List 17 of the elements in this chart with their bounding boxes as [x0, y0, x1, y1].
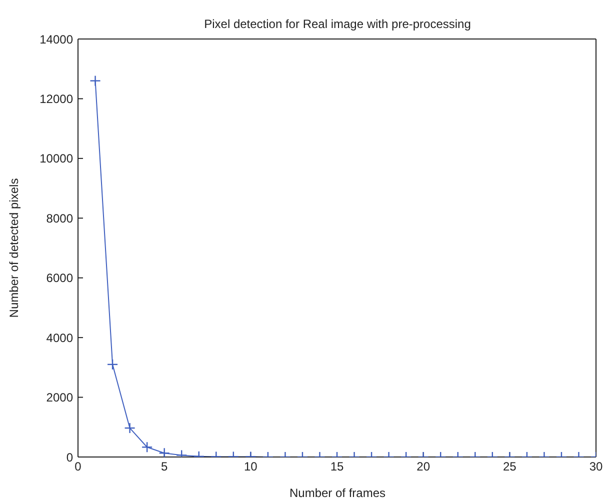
x-tick-label: 20: [416, 460, 430, 474]
x-tick-label: 5: [160, 460, 168, 474]
y-tick-label: 6000: [46, 271, 74, 286]
y-tick-label: 12000: [40, 92, 74, 106]
y-tick-label: 4000: [46, 330, 74, 345]
y-tick-label: 14000: [40, 32, 74, 46]
x-axis-title: Number of frames: [288, 486, 387, 500]
chart-title: Pixel detection for Real image with pre-processing: [203, 17, 472, 31]
y-tick-label: 0: [66, 450, 74, 464]
y-tick-label: 8000: [46, 211, 74, 226]
x-tick-label: 30: [589, 460, 603, 474]
x-tick-label: 25: [502, 460, 517, 474]
y-axis-title: Number of detected pixels: [7, 178, 21, 318]
x-tick-label: 15: [330, 460, 344, 474]
y-tick-label: 10000: [40, 152, 74, 166]
y-tick-label: 2000: [46, 390, 74, 405]
x-tick-label: 10: [244, 460, 258, 474]
